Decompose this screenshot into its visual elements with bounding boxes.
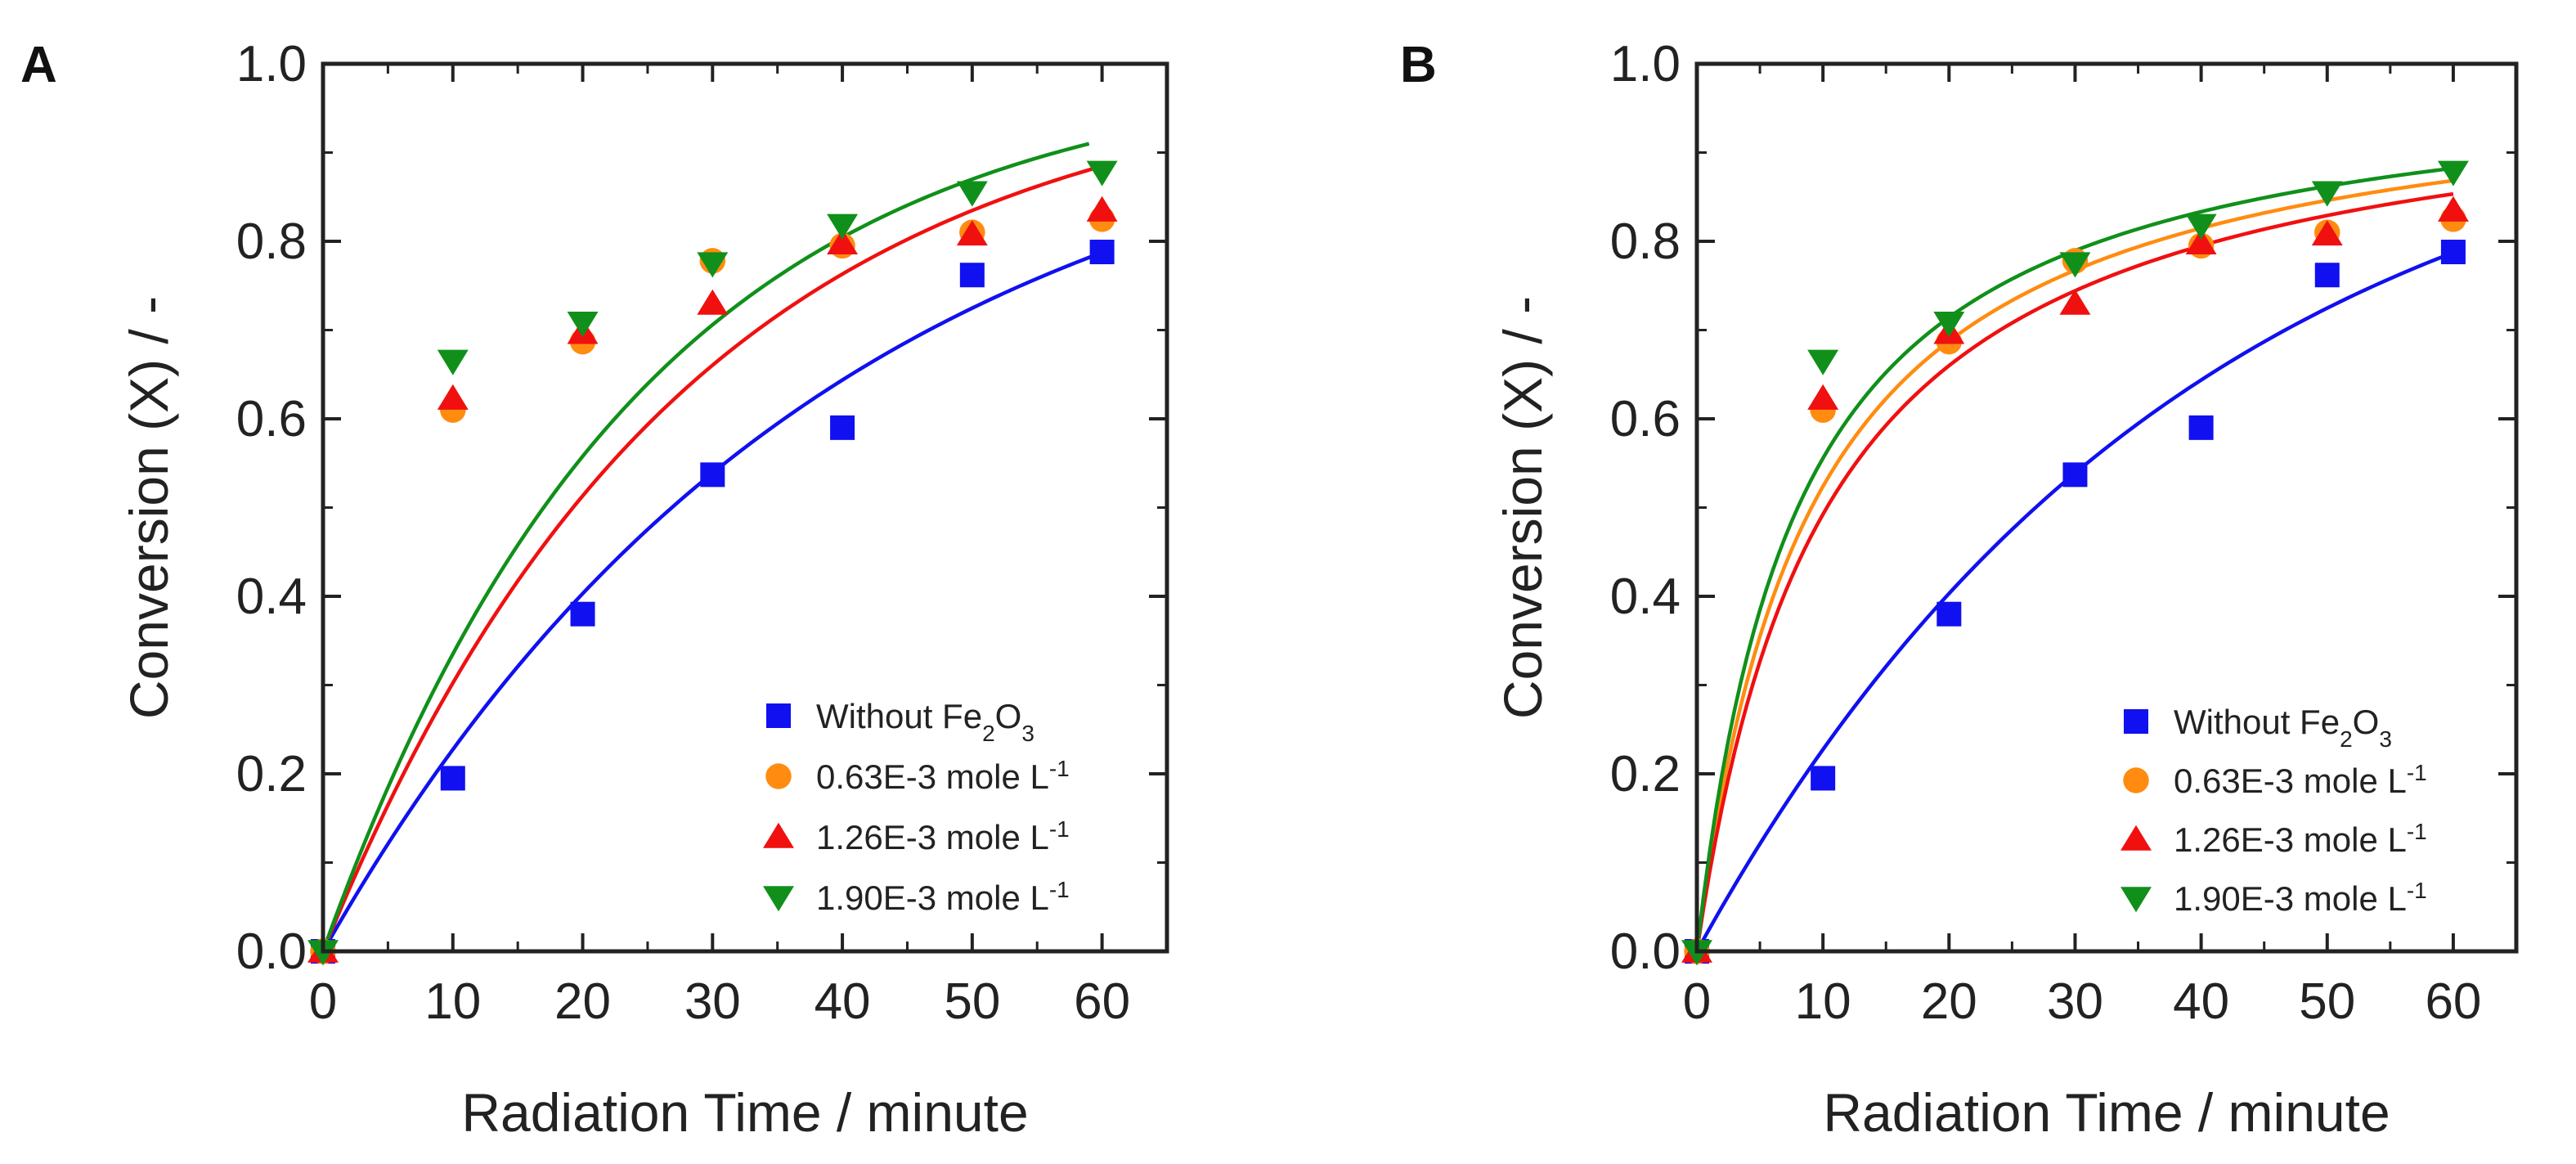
y-tick-label: 0.8 — [236, 213, 307, 270]
y-tick-label: 0.0 — [1610, 924, 1681, 980]
x-tick-label: 40 — [815, 973, 871, 1030]
legend-item-0: Without Fe2O3 — [766, 697, 1034, 746]
legend-item-0: Without Fe2O3 — [2124, 703, 2392, 752]
data-point-s2-p3 — [697, 289, 729, 315]
data-point-s3-p3 — [697, 252, 729, 278]
panel-letter: A — [20, 37, 57, 93]
data-point-s3-p6 — [1086, 160, 1118, 187]
data-point-s2-p3 — [2059, 289, 2091, 315]
x-axis-title: Radiation Time / minute — [1823, 1082, 2390, 1143]
legend-marker — [763, 822, 794, 848]
legend-item-1: 0.63E-3 mole L-1 — [765, 756, 1070, 797]
x-tick-label: 10 — [1795, 973, 1851, 1030]
chart-panel-a: A 0 10 20 30 40 50 60 0.0 0.2 0.4 0.6 0.8 1.0 Radiatio… — [20, 36, 1169, 1143]
y-tick-label: 0.6 — [236, 391, 307, 447]
data-point-s3-p1 — [1807, 349, 1839, 375]
data-point-s2-p5 — [2311, 220, 2343, 246]
legend-label: 1.90E-3 mole L-1 — [816, 877, 1070, 918]
legend-marker — [2124, 709, 2148, 734]
x-tick-label: 10 — [424, 973, 481, 1030]
x-tick-label: 0 — [1683, 973, 1711, 1030]
x-tick-label: 20 — [554, 973, 611, 1030]
y-tick-label: 0.6 — [1610, 391, 1681, 447]
x-tick-label: 40 — [2173, 973, 2229, 1030]
panel-letter: B — [1400, 37, 1437, 93]
y-tick-label: 0.4 — [1610, 569, 1681, 625]
legend-label: Without Fe2O3 — [2174, 703, 2392, 752]
data-point-s0-p4 — [830, 415, 855, 440]
legend-label: Without Fe2O3 — [816, 697, 1034, 746]
legend-item-3: 1.90E-3 mole L-1 — [763, 877, 1070, 918]
data-point-s0-p2 — [570, 601, 595, 627]
y-tick-label: 0.0 — [236, 924, 307, 980]
y-axis-title: Conversion (X) / - — [1492, 296, 1553, 719]
legend-label: 1.26E-3 mole L-1 — [2174, 819, 2427, 860]
legend: Without Fe2O3 0.63E-3 mole L-1 1.26E-3 mol… — [763, 697, 1070, 917]
x-tick-label: 50 — [2299, 973, 2355, 1030]
legend-item-2: 1.26E-3 mole L-1 — [2120, 819, 2427, 860]
data-point-s3-p6 — [2437, 160, 2469, 187]
legend-marker — [2120, 887, 2152, 913]
data-point-s0-p6 — [2440, 240, 2466, 265]
chart-panel-b: B 0 10 20 30 40 50 60 0.0 0.2 0.4 0.6 0.8 1.0 Radiatio… — [1400, 36, 2519, 1143]
y-tick-label: 0.4 — [236, 569, 307, 625]
fit-curve-series-2 — [321, 164, 1103, 952]
data-point-s2-p6 — [2437, 195, 2469, 222]
data-point-s0-p3 — [2062, 462, 2088, 488]
x-tick-label: 30 — [2047, 973, 2103, 1030]
plot-frame — [1694, 61, 2519, 954]
legend-marker — [766, 703, 791, 728]
legend-label: 1.90E-3 mole L-1 — [2174, 878, 2427, 919]
legend-marker — [765, 763, 792, 789]
data-point-s3-p4 — [2185, 213, 2217, 240]
y-axis-title: Conversion (X) / - — [119, 296, 179, 719]
legend-marker — [763, 886, 794, 912]
x-axis-title: Radiation Time / minute — [461, 1082, 1028, 1143]
data-point-s0-p5 — [959, 263, 985, 288]
data-point-s3-p5 — [956, 181, 988, 207]
y-tick-label: 0.2 — [1610, 746, 1681, 802]
x-tick-label: 30 — [684, 973, 741, 1030]
data-point-s2-p4 — [827, 228, 859, 254]
data-point-s0-p1 — [440, 766, 465, 791]
data-point-s3-p1 — [437, 349, 469, 375]
legend-marker — [2123, 767, 2149, 793]
y-tick-label: 0.2 — [236, 746, 307, 802]
data-point-s2-p5 — [956, 220, 988, 246]
data-point-s2-p6 — [1086, 195, 1118, 222]
y-tick-label: 1.0 — [236, 36, 307, 92]
legend: Without Fe2O3 0.63E-3 mole L-1 1.26E-3 mol… — [2120, 703, 2427, 918]
y-tick-label: 0.8 — [1610, 213, 1681, 270]
data-point-s0-p6 — [1089, 240, 1115, 265]
legend-label: 0.63E-3 mole L-1 — [816, 756, 1070, 797]
data-point-s2-p4 — [2185, 228, 2217, 254]
x-tick-label: 50 — [944, 973, 1000, 1030]
legend-item-3: 1.90E-3 mole L-1 — [2120, 878, 2427, 919]
legend-label: 1.26E-3 mole L-1 — [816, 816, 1070, 857]
data-point-s3-p2 — [567, 312, 599, 338]
data-point-s0-p4 — [2188, 415, 2214, 440]
x-tick-label: 20 — [1921, 973, 1977, 1030]
data-point-s3-p4 — [827, 213, 859, 240]
data-point-s0-p2 — [1936, 601, 1962, 627]
x-tick-label: 0 — [309, 973, 337, 1030]
data-point-s3-p3 — [2059, 252, 2091, 278]
x-tick-label: 60 — [2425, 973, 2481, 1030]
data-point-s0-p5 — [2314, 263, 2340, 288]
x-tick-label: 60 — [1074, 973, 1130, 1030]
data-point-s0-p1 — [1811, 766, 1836, 791]
data-point-s3-p2 — [1933, 312, 1965, 338]
data-point-s0-p3 — [700, 462, 725, 488]
legend-item-1: 0.63E-3 mole L-1 — [2123, 760, 2427, 801]
y-tick-label: 1.0 — [1610, 36, 1681, 92]
data-point-s2-p1 — [437, 384, 469, 410]
data-point-s2-p1 — [1807, 384, 1839, 410]
data-point-s3-p5 — [2311, 181, 2343, 207]
legend-item-2: 1.26E-3 mole L-1 — [763, 816, 1070, 857]
legend-label: 0.63E-3 mole L-1 — [2174, 760, 2427, 801]
legend-marker — [2120, 825, 2152, 851]
